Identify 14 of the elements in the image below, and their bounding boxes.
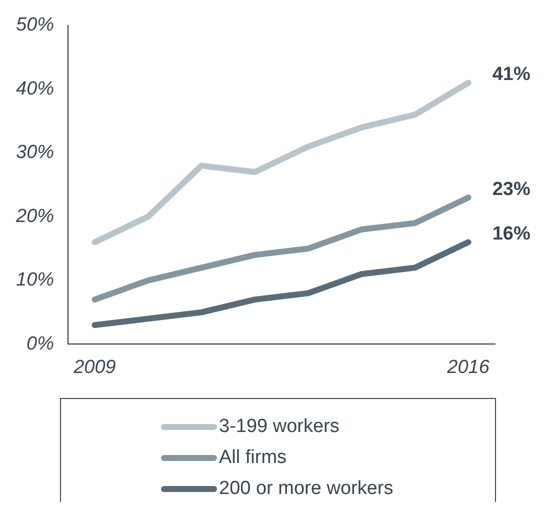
legend-label: 3-199 workers (219, 416, 340, 438)
y-tick-label: 10% (16, 270, 54, 291)
y-tick-label: 40% (16, 78, 54, 100)
data-label: 16% (492, 223, 530, 244)
y-tick-label: 0% (26, 333, 54, 354)
x-tick-label: 2009 (72, 356, 116, 378)
legend-label: 200 or more workers (219, 478, 394, 500)
legend-label: All firms (219, 446, 287, 468)
y-tick-label: 30% (16, 142, 54, 164)
x-tick-label: 2016 (446, 356, 490, 378)
y-tick-label: 50% (16, 14, 54, 36)
data-label: 41% (492, 64, 530, 86)
data-label: 23% (492, 178, 530, 200)
y-tick-label: 20% (14, 206, 54, 227)
